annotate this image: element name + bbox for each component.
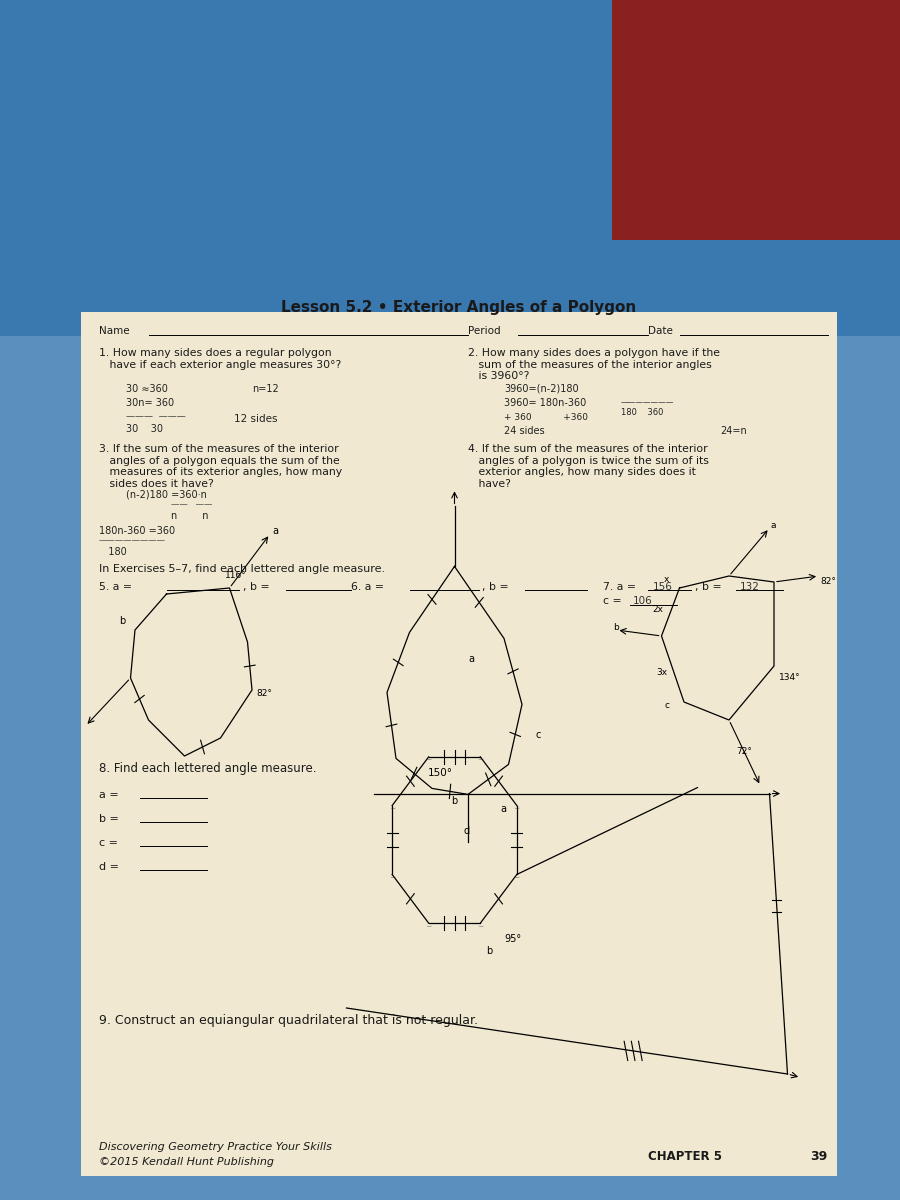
Text: ‿: ‿ bbox=[390, 803, 394, 808]
Text: , b =: , b = bbox=[482, 582, 508, 592]
Text: ——   ——: —— —— bbox=[171, 500, 212, 509]
Text: Lesson 5.2 • Exterior Angles of a Polygon: Lesson 5.2 • Exterior Angles of a Polygo… bbox=[282, 300, 636, 314]
Text: ‿: ‿ bbox=[478, 920, 482, 925]
Text: a: a bbox=[273, 526, 279, 536]
Text: 5. a =: 5. a = bbox=[99, 582, 132, 592]
Text: CHAPTER 5: CHAPTER 5 bbox=[648, 1150, 722, 1163]
Text: Period: Period bbox=[468, 326, 500, 336]
Text: a: a bbox=[468, 654, 474, 665]
Text: 39: 39 bbox=[810, 1150, 827, 1163]
Text: 2x: 2x bbox=[652, 605, 663, 614]
Text: 8. Find each lettered angle measure.: 8. Find each lettered angle measure. bbox=[99, 762, 317, 775]
Text: 24 sides: 24 sides bbox=[504, 426, 544, 436]
Text: 132: 132 bbox=[740, 582, 760, 592]
Text: 30    30: 30 30 bbox=[126, 424, 163, 433]
Text: 1. How many sides does a regular polygon
   have if each exterior angle measures: 1. How many sides does a regular polygon… bbox=[99, 348, 341, 370]
Text: 4. If the sum of the measures of the interior
   angles of a polygon is twice th: 4. If the sum of the measures of the int… bbox=[468, 444, 709, 488]
Text: 95°: 95° bbox=[504, 934, 521, 944]
Text: x: x bbox=[663, 575, 669, 584]
Text: 150°: 150° bbox=[428, 768, 453, 778]
Text: a =: a = bbox=[99, 790, 119, 799]
Text: + 360           +360: + 360 +360 bbox=[504, 413, 588, 421]
Text: b: b bbox=[486, 946, 492, 956]
Text: 3960= 180n-360: 3960= 180n-360 bbox=[504, 398, 586, 408]
Text: 116°: 116° bbox=[225, 571, 247, 581]
Text: 9. Construct an equiangular quadrilateral that is not regular.: 9. Construct an equiangular quadrilatera… bbox=[99, 1014, 478, 1027]
Text: In Exercises 5–7, find each lettered angle measure.: In Exercises 5–7, find each lettered ang… bbox=[99, 564, 385, 574]
Text: 12 sides: 12 sides bbox=[234, 414, 277, 424]
Text: 6. a =: 6. a = bbox=[351, 582, 384, 592]
Text: 30n= 360: 30n= 360 bbox=[126, 398, 174, 408]
FancyBboxPatch shape bbox=[0, 0, 900, 336]
Text: 106: 106 bbox=[633, 596, 652, 606]
Text: 180n-360 =360: 180n-360 =360 bbox=[99, 526, 176, 535]
Text: 30 ≈360: 30 ≈360 bbox=[126, 384, 168, 394]
Text: , b =: , b = bbox=[695, 582, 725, 592]
Text: 24=n: 24=n bbox=[720, 426, 747, 436]
Text: Name: Name bbox=[99, 326, 130, 336]
Text: 3. If the sum of the measures of the interior
   angles of a polygon equals the : 3. If the sum of the measures of the int… bbox=[99, 444, 342, 488]
Text: a: a bbox=[500, 804, 507, 814]
Text: 72°: 72° bbox=[736, 746, 752, 756]
Text: 134°: 134° bbox=[778, 673, 800, 683]
FancyBboxPatch shape bbox=[612, 0, 900, 240]
Text: d: d bbox=[464, 826, 470, 836]
Text: n=12: n=12 bbox=[252, 384, 279, 394]
Text: ‿: ‿ bbox=[515, 872, 519, 877]
Text: c =: c = bbox=[603, 596, 625, 606]
Text: c: c bbox=[664, 701, 670, 710]
Text: n        n: n n bbox=[171, 511, 209, 521]
Text: ©2015 Kendall Hunt Publishing: ©2015 Kendall Hunt Publishing bbox=[99, 1157, 274, 1166]
Text: 7. a =: 7. a = bbox=[603, 582, 640, 592]
Text: ————————: ———————— bbox=[99, 536, 166, 545]
Text: , b =: , b = bbox=[243, 582, 270, 592]
Text: b: b bbox=[613, 623, 618, 632]
Text: c: c bbox=[536, 730, 541, 740]
Text: ‿: ‿ bbox=[515, 803, 519, 808]
Text: 156: 156 bbox=[652, 582, 672, 592]
Text: ‿: ‿ bbox=[390, 872, 394, 877]
Text: 82°: 82° bbox=[821, 577, 837, 587]
Text: Date: Date bbox=[648, 326, 673, 336]
Text: (n-2)180 =360·n: (n-2)180 =360·n bbox=[126, 490, 207, 499]
Text: ‿: ‿ bbox=[478, 755, 482, 760]
Text: ———————: ——————— bbox=[621, 398, 674, 407]
Text: 180    360: 180 360 bbox=[621, 408, 663, 416]
Text: 3960=(n-2)180: 3960=(n-2)180 bbox=[504, 384, 579, 394]
Text: c =: c = bbox=[99, 838, 118, 847]
Text: 3x: 3x bbox=[657, 668, 668, 677]
Text: ‿: ‿ bbox=[427, 755, 431, 760]
Text: 2. How many sides does a polygon have if the
   sum of the measures of the inter: 2. How many sides does a polygon have if… bbox=[468, 348, 720, 382]
Text: d =: d = bbox=[99, 862, 119, 871]
Text: ‿: ‿ bbox=[427, 920, 431, 925]
Text: 180: 180 bbox=[99, 547, 127, 557]
FancyBboxPatch shape bbox=[81, 312, 837, 1176]
Text: ———  ———: ——— ——— bbox=[126, 412, 185, 420]
Text: a: a bbox=[770, 521, 776, 530]
Text: b =: b = bbox=[99, 814, 119, 823]
Text: 82°: 82° bbox=[256, 689, 273, 698]
Text: b: b bbox=[119, 616, 125, 626]
Text: b: b bbox=[452, 796, 457, 806]
Text: Discovering Geometry Practice Your Skills: Discovering Geometry Practice Your Skill… bbox=[99, 1142, 332, 1152]
